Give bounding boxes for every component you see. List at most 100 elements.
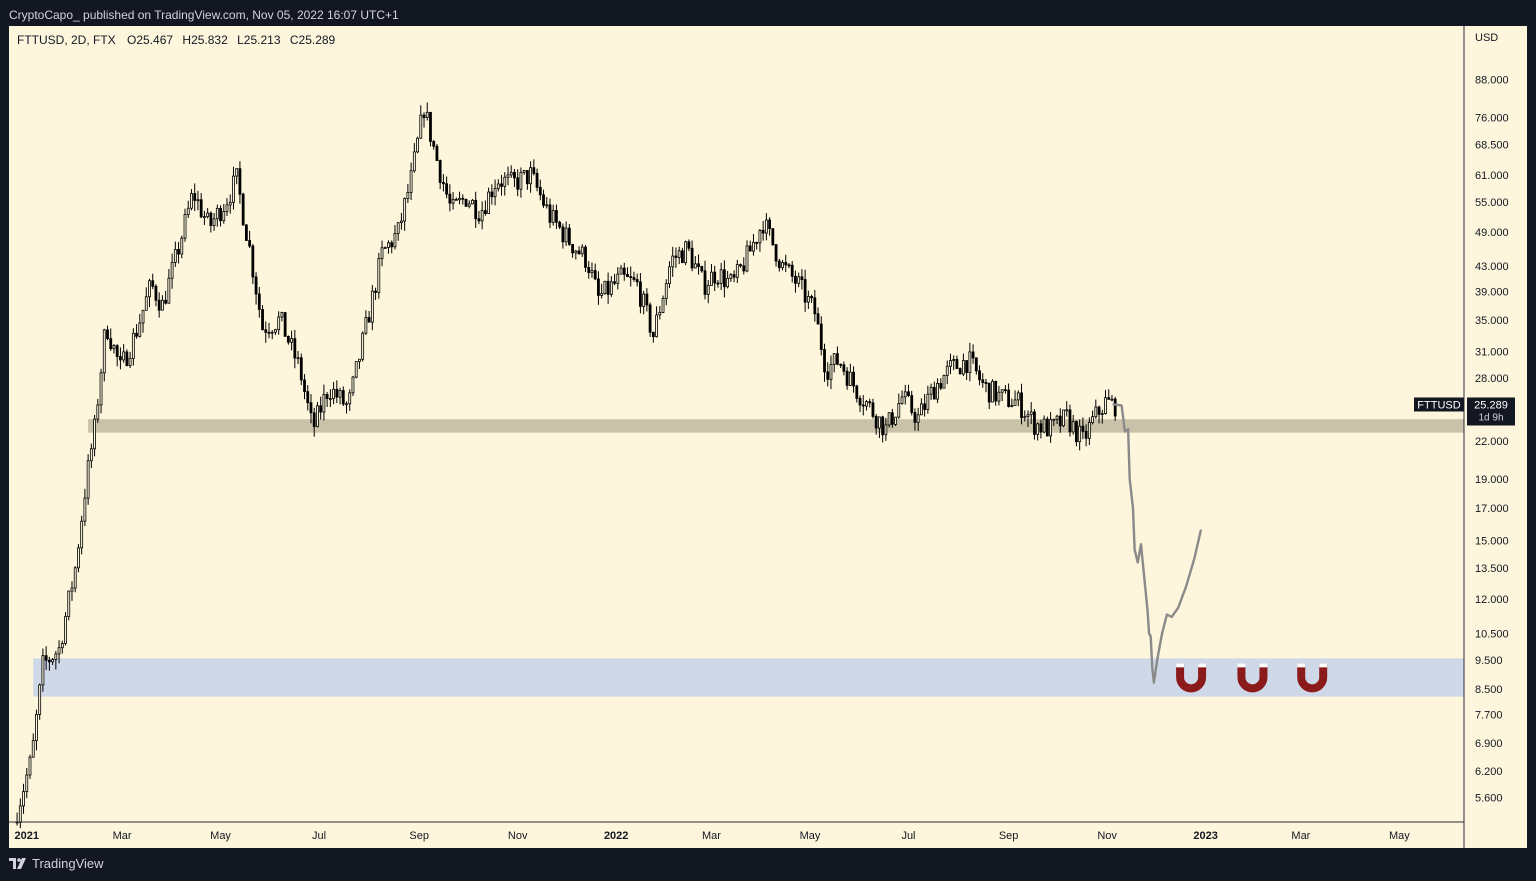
candle-up	[519, 171, 523, 190]
candle-up	[1062, 409, 1065, 427]
candle-down	[267, 331, 271, 334]
candle-up	[348, 392, 352, 405]
candle-up	[167, 277, 171, 304]
candle-down	[845, 370, 849, 386]
price-tick-label: 28.000	[1475, 373, 1509, 385]
candle-up	[1078, 425, 1082, 443]
candle-down	[713, 271, 717, 284]
candle-down	[44, 655, 48, 661]
candle-up	[122, 351, 126, 361]
magnet-layer	[1176, 663, 1328, 693]
time-axis[interactable]: 2021 Mar May Jul Sep Nov 2022 Mar May Jul Sep Nov 20…	[15, 830, 1411, 842]
candle-down	[567, 227, 571, 245]
projection-layer	[1112, 403, 1202, 684]
candle-down	[881, 416, 885, 436]
price-chart[interactable]: FTTUSD, 2D, FTX O25.467 H25.832 L25.213 …	[9, 26, 1527, 848]
candle-up	[416, 137, 419, 153]
candle-down	[732, 274, 736, 278]
candle-up	[280, 312, 284, 318]
candle-down	[438, 160, 442, 183]
candle-up	[797, 276, 801, 284]
projection-line	[1112, 403, 1202, 684]
candle-down	[299, 357, 303, 381]
price-axis[interactable]: 88.000 76.000 68.500 61.000 55.000 49.000 43.0…	[1475, 74, 1509, 804]
candle-up	[936, 382, 939, 400]
candle-down	[309, 402, 313, 414]
candle-down	[748, 245, 752, 252]
candle-down	[597, 278, 600, 296]
candle-up	[31, 740, 35, 758]
candle-down	[477, 218, 481, 222]
candle-down	[816, 313, 820, 325]
candle-up	[148, 280, 151, 298]
candle-up	[328, 398, 332, 400]
candle-down	[577, 250, 581, 255]
candle-down	[306, 391, 310, 404]
candle-down	[716, 282, 720, 285]
candle-down	[448, 193, 452, 204]
candle-down	[1075, 421, 1078, 443]
candle-up	[96, 404, 100, 420]
target-zone	[33, 658, 1464, 697]
candle-down	[674, 255, 678, 258]
candle-down	[261, 309, 264, 331]
candle-down	[697, 263, 700, 267]
candle-down	[771, 228, 775, 246]
candle-down	[784, 262, 788, 266]
candle-up	[406, 191, 410, 199]
candle-down	[787, 264, 791, 267]
candle-down	[193, 193, 197, 201]
candle-up	[997, 391, 1001, 402]
candle-up	[545, 204, 549, 207]
ohlc-close: C25.289	[290, 33, 336, 47]
tradingview-brand[interactable]: TradingView	[9, 856, 104, 871]
candle-up	[86, 460, 90, 499]
candle-up	[425, 111, 429, 118]
candle-down	[800, 276, 804, 280]
candle-up	[80, 520, 84, 549]
candle-up	[1029, 411, 1033, 416]
candle-down	[742, 265, 746, 272]
candle-down	[626, 273, 629, 277]
candle-down	[774, 244, 778, 262]
candle-down	[154, 285, 158, 301]
candle-down	[635, 279, 639, 283]
candle-up	[173, 249, 177, 263]
candle-down	[464, 198, 468, 207]
candle-up	[706, 285, 710, 295]
candle-down	[687, 241, 691, 249]
candle-up	[131, 332, 135, 359]
candle-down	[532, 167, 536, 174]
candle-up	[945, 365, 949, 376]
candle-up	[894, 416, 897, 425]
candle-up	[206, 212, 210, 217]
candle-down	[312, 412, 316, 427]
candle-up	[529, 167, 533, 185]
candle-down	[555, 210, 558, 223]
candle-up	[878, 416, 881, 429]
candle-down	[177, 249, 180, 255]
candle-down	[47, 659, 51, 663]
time-tick-label: May	[210, 830, 231, 842]
candle-down	[842, 364, 846, 372]
candle-up	[897, 403, 901, 418]
candle-up	[1065, 409, 1069, 412]
candle-down	[525, 170, 529, 185]
candle-up	[202, 216, 206, 218]
time-tick-label: May	[800, 830, 821, 842]
candle-down	[1081, 425, 1085, 432]
candle-up	[920, 403, 923, 416]
candle-down	[251, 245, 255, 278]
price-tick-label: 35.000	[1475, 315, 1509, 327]
candle-down	[987, 382, 991, 403]
candle-down	[981, 379, 985, 383]
candle-down	[826, 371, 830, 380]
candle-down	[561, 226, 565, 243]
candle-up	[710, 271, 713, 286]
candle-up	[112, 345, 116, 350]
tradingview-logo-icon	[9, 857, 26, 869]
candle-up	[677, 250, 681, 258]
candle-down	[106, 329, 109, 340]
candle-down	[548, 204, 552, 223]
candle-down	[558, 221, 562, 228]
